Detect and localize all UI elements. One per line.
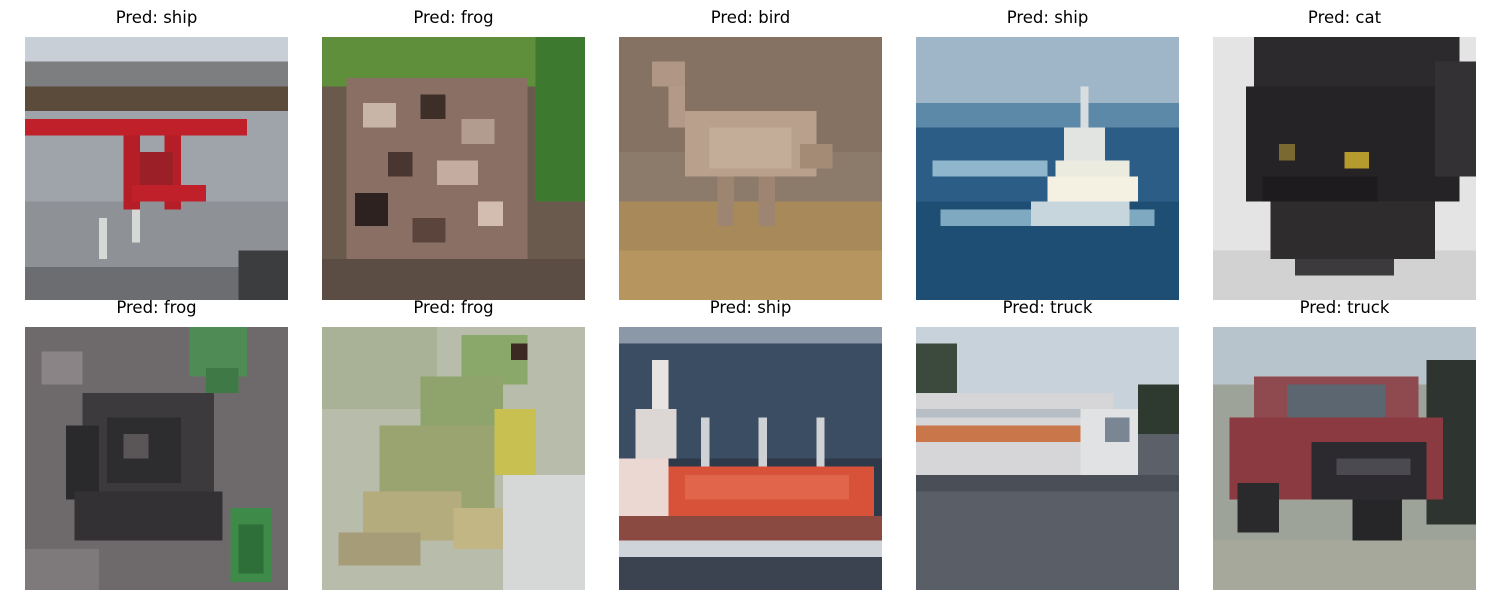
panel-image [1213, 327, 1476, 590]
panel-title: Pred: bird [710, 8, 791, 27]
panel-title: Pred: cat [1307, 8, 1382, 27]
panel-image [1213, 37, 1476, 300]
panel-title: Pred: frog [413, 298, 494, 317]
panel-image [619, 327, 882, 590]
panel-title: Pred: truck [1002, 298, 1093, 317]
panel-title: Pred: frog [413, 8, 494, 27]
panel-image [619, 37, 882, 300]
panel-image [322, 37, 585, 300]
panel-image [25, 327, 288, 590]
panel-title: Pred: ship [115, 8, 198, 27]
panel-image [322, 327, 585, 590]
panel-title: Pred: frog [116, 298, 197, 317]
panel-title: Pred: truck [1299, 298, 1390, 317]
panel-image [25, 37, 288, 300]
panel-image [916, 327, 1179, 590]
panel-image [916, 37, 1179, 300]
panel-title: Pred: ship [1006, 8, 1089, 27]
panel-title: Pred: ship [709, 298, 792, 317]
